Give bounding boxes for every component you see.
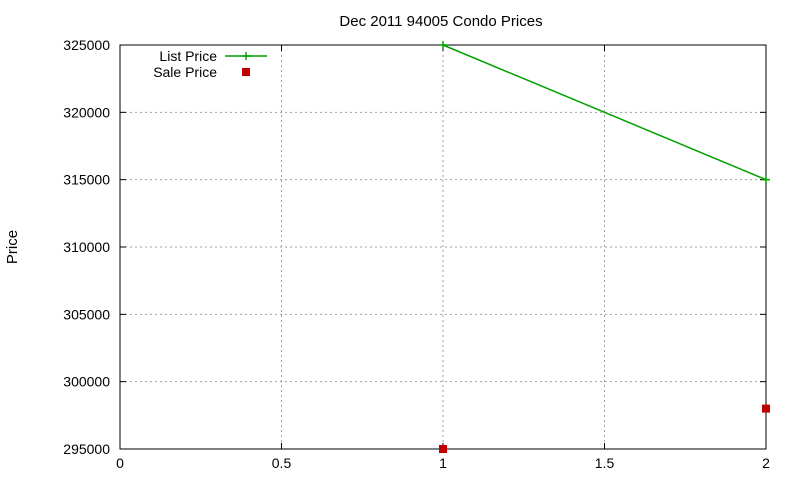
grid [120, 45, 766, 449]
y-tick-label: 305000 [63, 306, 110, 322]
legend-label: Sale Price [153, 64, 217, 80]
axes: 0 0.5 1 1.5 2 295000 300000 305000 310000 315000 3… [63, 37, 770, 471]
legend-marker [242, 52, 250, 60]
y-axis-label: Price [4, 230, 21, 264]
legend-label: List Price [159, 48, 217, 64]
data-point-sale-price [762, 404, 770, 413]
chart-title: Dec 2011 94005 Condo Prices [339, 13, 542, 30]
y-tick-label: 325000 [63, 37, 110, 53]
x-tick-label: 1.5 [595, 455, 615, 471]
data-point-list-price [762, 175, 770, 184]
y-tick-label: 310000 [63, 239, 110, 255]
y-tick-label: 300000 [63, 374, 110, 390]
x-tick-label: 0 [116, 455, 124, 471]
series-line-list-price [442, 44, 767, 181]
x-tick-label: 1 [439, 455, 447, 471]
data-point-list-price [439, 41, 447, 49]
legend-marker [242, 68, 250, 76]
x-tick-label: 2 [762, 455, 770, 471]
x-tick-label: 0.5 [272, 455, 292, 471]
y-tick-label: 315000 [63, 172, 110, 188]
y-tick-label: 320000 [63, 104, 110, 120]
y-tick-label: 295000 [63, 441, 110, 457]
legend-entry-list-price: List Price [159, 48, 267, 64]
plot-series [439, 41, 770, 453]
data-point-sale-price [439, 445, 447, 453]
series-list-price [439, 41, 770, 184]
legend-entry-sale-price: Sale Price [153, 64, 250, 80]
series-sale-price [439, 404, 770, 453]
